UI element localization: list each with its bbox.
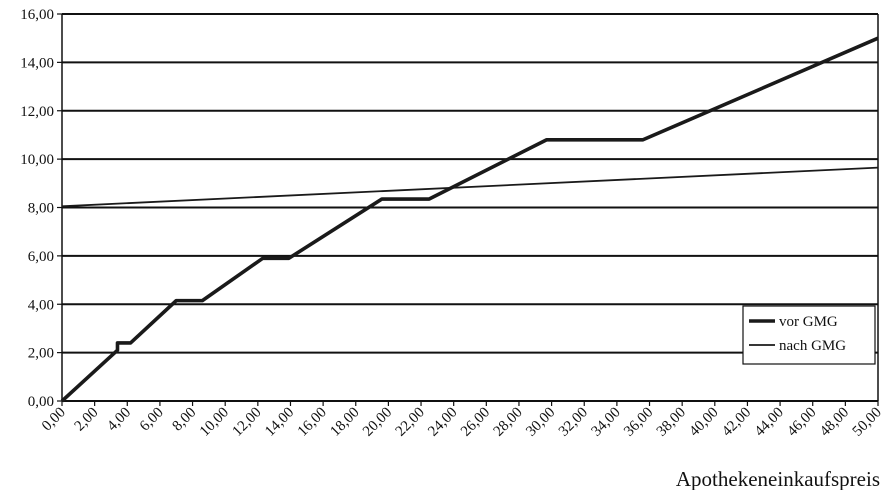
y-tick-label: 0,00: [28, 394, 54, 410]
axes: [61, 14, 879, 406]
x-tick-label: 44,00: [752, 405, 787, 440]
x-tick-label: 10,00: [197, 405, 232, 440]
x-tick-label: 28,00: [491, 405, 526, 440]
x-tick-label: 40,00: [686, 405, 721, 440]
legend-label: nach GMG: [779, 338, 846, 354]
x-tick-label: 6,00: [137, 405, 167, 435]
x-tick-label: 32,00: [556, 405, 591, 440]
y-tick-label: 8,00: [28, 201, 54, 217]
x-tick-label: 16,00: [295, 405, 330, 440]
legend-box: [742, 305, 876, 365]
x-tick-label: 34,00: [589, 405, 624, 440]
x-tick-label: 4,00: [104, 405, 134, 435]
legend: vor GMG nach GMG: [742, 305, 876, 365]
legend-label: vor GMG: [779, 314, 838, 330]
x-tick-label: 24,00: [425, 405, 460, 440]
y-tick-label: 16,00: [20, 7, 54, 23]
y-tick-label: 10,00: [20, 152, 54, 168]
y-tick-labels: 0,00 2,00 4,00 6,00 8,00 10,00 12,00 14,00 16,00: [20, 7, 54, 410]
x-axis-label: Apothekeneinkaufspreis: [676, 467, 880, 490]
x-tick-label: 50,00: [850, 405, 885, 440]
x-tick-label: 18,00: [327, 405, 362, 440]
x-tick-label: 20,00: [360, 405, 395, 440]
series-line-2: [61, 166, 879, 208]
x-tick-label: 38,00: [654, 405, 689, 440]
x-tick-label: 30,00: [523, 405, 558, 440]
grid-lines: [57, 13, 878, 402]
y-tick-label: 14,00: [20, 55, 54, 71]
y-tick-label: 6,00: [28, 249, 54, 265]
series-lines: [60, 36, 879, 403]
x-tick-label: 48,00: [817, 405, 852, 440]
x-tick-labels: 0,00 2,00 4,00 6,00 8,0010,0012,0014,0016,00…: [39, 405, 885, 440]
x-tick-label: 22,00: [393, 405, 428, 440]
series-line-1: [60, 36, 879, 403]
x-tick-label: 36,00: [621, 405, 656, 440]
x-tick-label: 12,00: [229, 405, 264, 440]
y-tick-label: 2,00: [28, 346, 54, 362]
x-tick-label: 2,00: [72, 405, 102, 435]
x-tick-label: 14,00: [262, 405, 297, 440]
y-tick-label: 12,00: [20, 104, 54, 120]
y-tick-label: 4,00: [28, 297, 54, 313]
x-tick-label: 42,00: [719, 405, 754, 440]
x-tick-label: 8,00: [170, 405, 200, 435]
x-tick-label: 26,00: [458, 405, 493, 440]
x-tick-label: 46,00: [784, 405, 819, 440]
